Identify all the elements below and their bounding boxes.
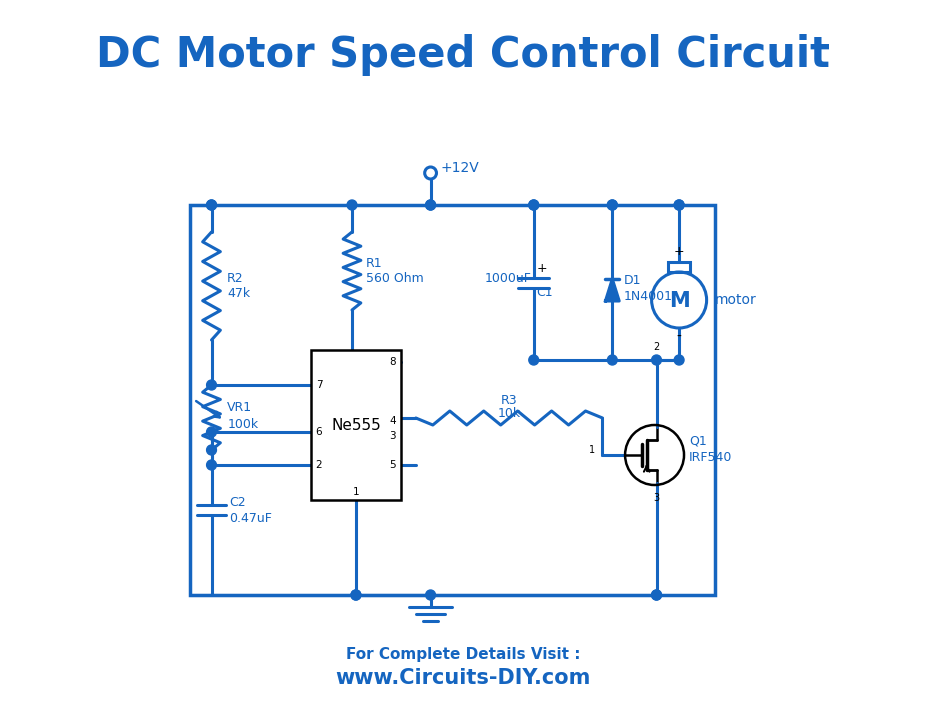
Circle shape [529, 200, 539, 210]
Circle shape [426, 200, 435, 210]
Text: R1: R1 [366, 256, 382, 269]
Text: 2: 2 [654, 342, 659, 352]
Text: 6: 6 [316, 427, 322, 437]
Text: 1: 1 [589, 445, 594, 455]
Circle shape [206, 427, 217, 437]
Text: 8: 8 [390, 357, 396, 367]
Bar [311, 350, 401, 500]
Circle shape [607, 200, 618, 210]
Text: motor: motor [715, 293, 757, 307]
Text: 3: 3 [390, 431, 396, 441]
Text: 560 Ohm: 560 Ohm [366, 271, 423, 284]
Text: R2: R2 [227, 271, 244, 284]
Circle shape [206, 200, 217, 210]
Text: 2: 2 [316, 460, 322, 470]
Circle shape [674, 355, 684, 365]
Text: 3: 3 [654, 493, 659, 503]
Circle shape [426, 200, 435, 210]
Bar [669, 262, 690, 272]
Circle shape [652, 590, 661, 600]
Circle shape [206, 460, 217, 470]
Text: C1: C1 [537, 286, 554, 299]
Text: www.Circuits-DIY.com: www.Circuits-DIY.com [335, 668, 591, 688]
Text: C2: C2 [230, 495, 245, 508]
Circle shape [206, 380, 217, 390]
Text: 0.47uF: 0.47uF [230, 511, 272, 524]
Text: -: - [677, 330, 682, 344]
Text: 1: 1 [353, 487, 359, 497]
Circle shape [351, 590, 361, 600]
Text: 5: 5 [390, 460, 396, 470]
Circle shape [652, 355, 661, 365]
Text: +12V: +12V [441, 161, 479, 175]
Text: M: M [669, 291, 690, 311]
Text: R3: R3 [501, 394, 518, 407]
Text: DC Motor Speed Control Circuit: DC Motor Speed Control Circuit [96, 34, 830, 76]
Circle shape [426, 590, 435, 600]
Text: 10k: 10k [497, 407, 520, 420]
Circle shape [674, 200, 684, 210]
Text: VR1: VR1 [227, 401, 253, 414]
Text: 1N4001: 1N4001 [624, 289, 673, 302]
Text: Ne555: Ne555 [332, 418, 381, 433]
Text: Q1: Q1 [689, 434, 707, 448]
Text: D1: D1 [624, 274, 642, 287]
Circle shape [529, 200, 539, 210]
Text: +: + [674, 245, 684, 258]
Circle shape [347, 200, 357, 210]
Circle shape [652, 590, 661, 600]
Circle shape [607, 200, 618, 210]
Text: 100k: 100k [227, 418, 258, 431]
Text: 4: 4 [390, 416, 396, 426]
Circle shape [529, 355, 539, 365]
Text: 47k: 47k [227, 287, 250, 300]
Text: 7: 7 [316, 380, 322, 390]
Bar [190, 205, 716, 595]
Text: For Complete Details Visit :: For Complete Details Visit : [345, 647, 581, 662]
Polygon shape [606, 279, 619, 301]
Circle shape [351, 590, 361, 600]
Text: IRF540: IRF540 [689, 451, 732, 464]
Circle shape [206, 445, 217, 455]
Circle shape [206, 200, 217, 210]
Text: +: + [537, 262, 547, 275]
Text: 1000uF: 1000uF [484, 272, 532, 285]
Circle shape [607, 355, 618, 365]
Circle shape [674, 200, 684, 210]
